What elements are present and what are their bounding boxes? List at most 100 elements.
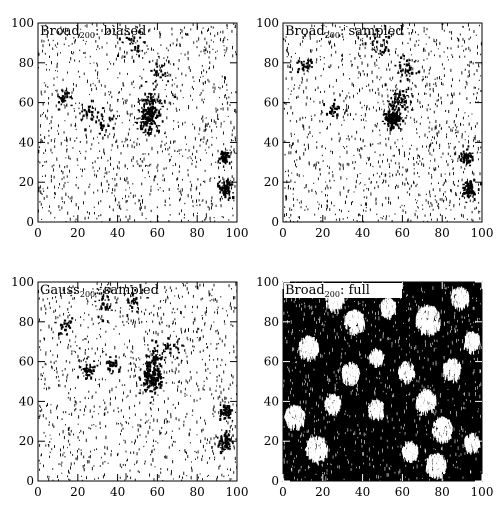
y-tick-label: 60 [19,96,34,110]
points [38,23,237,222]
plot-area [38,282,237,481]
bright-patch [343,309,366,336]
x-tick-label: 20 [70,226,85,240]
y-tick-label: 0 [271,474,279,488]
y-tick-label: 80 [19,56,34,70]
panel-title: Broad200: biased [40,24,146,40]
bright-patch [368,348,385,368]
point-cluster [381,104,407,132]
point-cluster [461,178,480,204]
point-cluster [119,285,149,313]
x-tick-label: 60 [395,226,410,240]
point-cluster [148,55,175,89]
point-cluster [98,107,117,140]
x-tick-label: 0 [279,485,287,499]
y-tick-label: 0 [271,215,279,229]
bright-patch [415,388,437,417]
panel-3: 0 20 40 60 80 100 0 20 40 60 80 100 Gauss200: sample… [11,275,248,499]
y-tick-label: 20 [264,434,279,448]
panel-title: Gauss200: sampled [40,283,159,299]
x-tick-label: 80 [190,226,205,240]
y-tick-label: 40 [19,135,34,149]
x-tick-label: 0 [34,226,42,240]
point-cluster [219,403,233,422]
x-tick-label: 60 [150,226,165,240]
panel-title: Broad200: full [285,283,370,299]
y-tick-label: 80 [19,315,34,329]
point-cluster [162,337,184,360]
bright-patch [283,404,306,431]
bright-patch [425,452,447,480]
y-tick-label: 0 [26,215,34,229]
bright-patch [431,416,453,445]
point-cluster [289,58,314,74]
plot-frame [37,281,238,482]
point-cluster [54,317,74,336]
point-cluster [144,339,166,377]
point-cluster [94,286,118,323]
point-cluster [77,356,99,380]
y-tick-label: 60 [19,355,34,369]
bright-patch [415,304,441,338]
point-cluster [384,79,414,117]
point-cluster [323,98,348,120]
x-tick-label: 80 [435,226,450,240]
y-tick-label: 40 [264,394,279,408]
y-tick-label: 100 [11,275,34,289]
point-cluster [211,429,234,455]
x-tick-label: 40 [110,485,125,499]
bright-patch [304,435,329,466]
x-tick-label: 40 [355,485,370,499]
y-tick-label: 20 [19,434,34,448]
x-tick-label: 100 [471,485,494,499]
x-tick-label: 100 [226,226,249,240]
y-tick-label: 100 [11,16,34,30]
bright-patch [463,331,481,355]
point-cluster [117,29,146,63]
bright-patch [397,360,416,385]
y-tick-label: 0 [26,474,34,488]
panel-title: Broad200: sampled [285,24,404,40]
x-tick-label: 40 [355,226,370,240]
panel-2: 0 20 40 60 80 100 0 20 40 60 80 100 Broad200: sample… [256,16,493,240]
y-tick-label: 60 [264,96,279,110]
panel-1: 0 20 40 60 80 100 0 20 40 60 80 100 Broad200: biased [11,16,248,240]
x-tick-label: 40 [110,226,125,240]
y-tick-label: 80 [264,56,279,70]
y-tick-label: 60 [264,355,279,369]
x-tick-label: 60 [150,485,165,499]
y-tick-label: 40 [264,135,279,149]
x-tick-label: 100 [226,485,249,499]
panel-4: 0 20 40 60 80 100 0 20 40 60 80 100 Broad200: full [256,275,493,499]
x-tick-label: 20 [315,226,330,240]
point-cluster [458,144,474,167]
x-tick-label: 0 [34,485,42,499]
x-tick-label: 20 [315,485,330,499]
bright-patch [324,393,342,417]
point-cluster [359,28,391,58]
x-tick-label: 80 [435,485,450,499]
plot-area [283,282,482,481]
x-tick-label: 60 [395,485,410,499]
plot-area [283,23,482,222]
point-cluster [217,175,235,200]
point-cluster [57,89,73,111]
y-tick-label: 20 [19,175,34,189]
flecks [283,282,482,481]
point-cluster [394,54,421,82]
bright-patch [341,361,361,387]
point-cluster [106,355,122,375]
x-tick-label: 20 [70,485,85,499]
point-cluster [79,99,100,132]
x-tick-label: 100 [471,226,494,240]
x-tick-label: 80 [190,485,205,499]
bright-patch [464,432,481,455]
point-cluster [137,80,177,125]
plot-frame [37,22,238,223]
x-tick-label: 0 [279,226,287,240]
y-tick-label: 20 [264,175,279,189]
points [283,23,482,222]
plot-area [38,23,237,222]
plot-frame [282,22,483,223]
